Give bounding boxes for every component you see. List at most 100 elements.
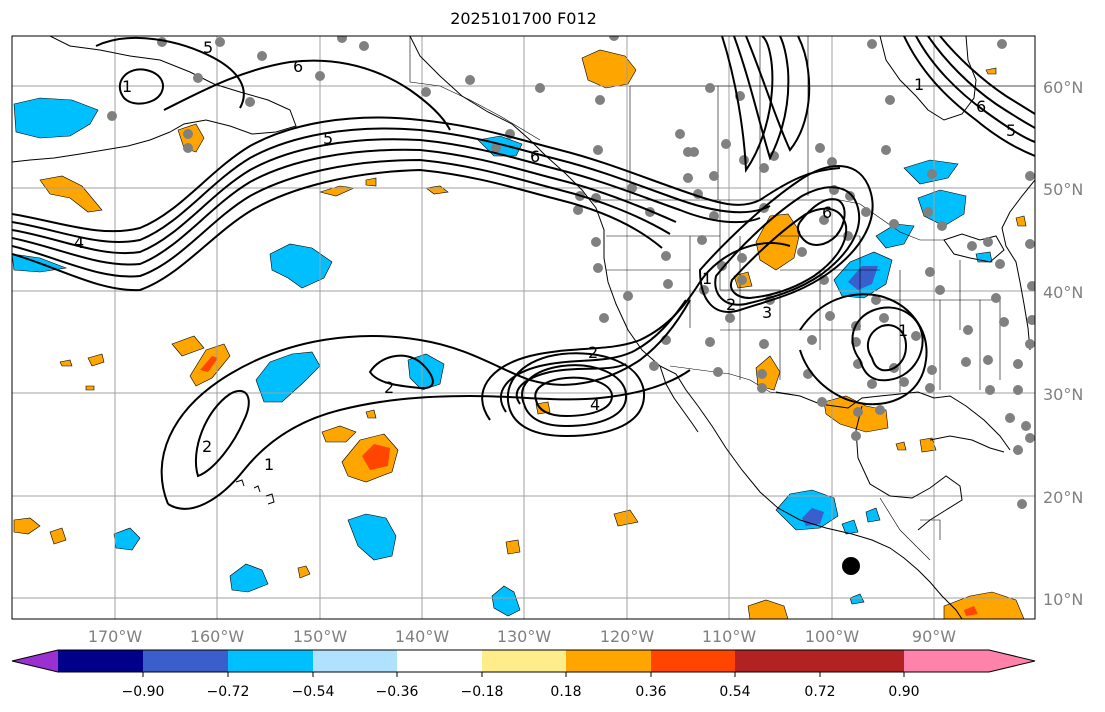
shade-blue-patch	[841, 519, 859, 535]
contour-line	[851, 306, 924, 382]
shade-orange-patch	[49, 527, 67, 545]
contour-label: 6	[822, 203, 832, 222]
shade-blue-patch	[113, 527, 141, 551]
map-area: 5 6 5 4 1 6 6 5 6 3 2 2 4 2 1 1 1 2 1	[12, 36, 1035, 619]
contour-line	[163, 59, 451, 131]
shade-blue-patch	[269, 243, 333, 289]
shade-orange-patch	[747, 599, 789, 619]
lat-label: 40°N	[1043, 283, 1083, 302]
shade-orange-patch	[171, 335, 205, 357]
lat-label: 20°N	[1043, 488, 1083, 507]
shade-red-core	[964, 606, 978, 616]
aleutian-chain	[12, 131, 171, 163]
contour-label: 6	[530, 147, 540, 166]
contour-label: 5	[203, 38, 213, 57]
shade-red-core	[362, 444, 390, 470]
baja-coast	[659, 365, 699, 433]
lon-label: 130°W	[497, 627, 552, 646]
shade-blue-patch	[775, 489, 839, 531]
colorbar-tick-label: 0.36	[635, 684, 666, 700]
lon-label: 150°W	[293, 627, 348, 646]
shade-orange-patch	[505, 539, 521, 555]
colorbar-segment	[58, 650, 143, 672]
shade-blue-patch	[13, 97, 99, 139]
east-coast	[1001, 179, 1035, 351]
contour-line	[927, 36, 1035, 129]
cuba-coast	[929, 435, 1005, 453]
lat-label: 10°N	[1043, 590, 1083, 609]
shade-orange-patch	[581, 49, 637, 89]
colorbar-tick-label: −0.36	[376, 684, 419, 700]
contour-line	[160, 299, 691, 505]
hawaii-islands	[235, 479, 275, 505]
colorbar-segment	[143, 650, 228, 672]
colorbar-segment	[313, 650, 397, 672]
contour-line	[481, 242, 791, 421]
contour-label: 2	[202, 437, 212, 456]
shade-orange-patch	[365, 177, 377, 187]
shade-orange-patch	[1015, 215, 1027, 227]
colorbar-segment	[228, 650, 313, 672]
lon-label: 170°W	[88, 627, 143, 646]
contour-line	[730, 207, 848, 300]
lon-label: 120°W	[600, 627, 655, 646]
hudson-coast	[879, 36, 977, 121]
contour-line	[915, 36, 1035, 143]
colorbar-segment	[735, 650, 820, 672]
contour-line	[698, 165, 874, 313]
contour-line	[194, 390, 250, 478]
shade-blue-patch	[229, 563, 269, 593]
contour-label: 4	[590, 395, 600, 414]
lat-label: 60°N	[1043, 78, 1083, 97]
latitude-labels: 60°N 50°N 40°N 30°N 20°N 10°N	[1043, 78, 1083, 609]
shade-mid-blue-core	[848, 266, 878, 290]
station-points	[107, 36, 1035, 509]
contour-line	[939, 36, 1035, 115]
contour-line	[12, 168, 663, 292]
contour-label: 2	[726, 295, 736, 314]
contour-line	[714, 186, 861, 306]
contour-label: 4	[74, 233, 84, 252]
lon-label: 100°W	[805, 627, 860, 646]
contour-label: 6	[976, 97, 986, 116]
contour-line	[95, 37, 245, 109]
contour-line	[12, 127, 771, 243]
contour-label: 5	[1006, 121, 1016, 140]
colorbar-segment	[651, 650, 735, 672]
contour-line	[368, 354, 434, 390]
shade-blue-patch	[917, 189, 967, 227]
colorbar-left-extension	[12, 650, 58, 672]
lon-label: 90°W	[912, 627, 956, 646]
contour-label: 2	[588, 343, 598, 362]
contour-line	[866, 324, 908, 372]
shade-orange-patch	[943, 591, 1025, 619]
contour-label: 6	[293, 57, 303, 76]
colorbar-segment	[820, 650, 904, 672]
shade-orange-patch	[365, 409, 377, 419]
contour-line	[500, 299, 687, 413]
map-title: 2025101700 F012	[450, 9, 597, 28]
shade-orange-patch	[13, 517, 41, 535]
yucatan-coast	[855, 405, 963, 531]
colorbar-outline	[11, 649, 1036, 673]
contour-label: 5	[323, 129, 333, 148]
great-lakes	[943, 233, 1005, 263]
colorbar-tick-label: 0.54	[719, 684, 750, 700]
colorbar-segment	[397, 650, 482, 672]
colorbar-ticks	[142, 672, 905, 677]
colorbar-segment	[566, 650, 651, 672]
contour-line	[12, 116, 841, 233]
contour-line	[721, 36, 774, 173]
center-marker	[842, 557, 860, 575]
contour-label: 1	[702, 269, 712, 288]
shade-blue-patch	[849, 593, 865, 605]
us-canada-border	[600, 199, 944, 241]
colorbar-right-extension	[989, 650, 1035, 672]
shade-orange-patch	[87, 353, 105, 367]
shade-mid-blue-core	[802, 508, 824, 526]
contour-label: 1	[898, 321, 908, 340]
contour-labels: 5 6 5 4 1 6 6 5 6 3 2 2 4 2 1 1 1 2 1	[74, 38, 1016, 474]
shade-orange-patch	[919, 437, 937, 453]
longitude-labels: 170°W 160°W 150°W 140°W 130°W 120°W 110°…	[88, 627, 956, 646]
lon-label: 160°W	[190, 627, 245, 646]
